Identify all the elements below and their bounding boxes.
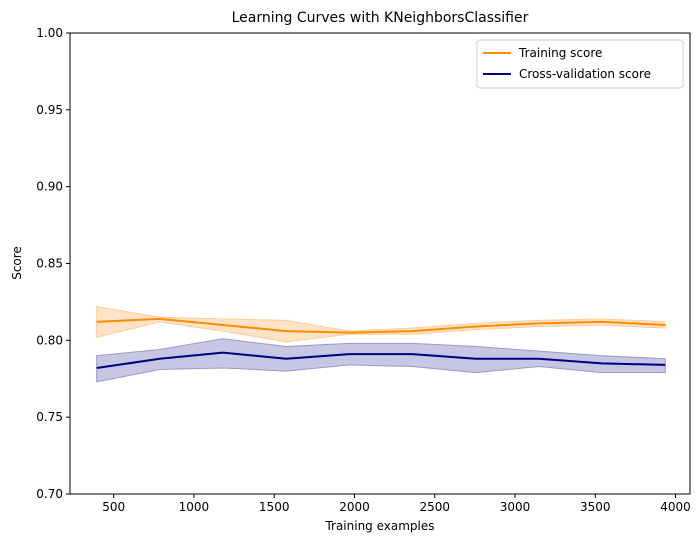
legend-label-0: Training score [518,46,602,60]
x-axis-ticks: 500 1000 1500 2000 2500 3000 3500 4000 [102,494,691,514]
series-lines [96,317,666,369]
y-tick-label: 0.80 [36,333,63,347]
x-tick-label: 2000 [339,500,370,514]
y-tick-label: 0.85 [36,257,63,271]
confidence-bands [96,305,666,383]
confidence-band-0 [96,305,666,343]
y-tick-label: 0.75 [36,410,63,424]
confidence-band-1 [96,338,666,383]
y-tick-label: 0.90 [36,180,63,194]
y-tick-label: 0.70 [36,487,63,501]
x-tick-label: 2500 [419,500,450,514]
x-tick-label: 4000 [660,500,691,514]
plot-area-frame [69,32,691,495]
legend-label-1: Cross-validation score [519,67,651,81]
x-tick-label: 500 [102,500,125,514]
y-tick-label: 1.00 [36,26,63,40]
legend-box [476,39,684,89]
y-tick-label: 0.95 [36,103,63,117]
x-tick-label: 1500 [259,500,290,514]
x-tick-label: 1000 [179,500,210,514]
legend: Training score Cross-validation score [476,39,684,89]
y-axis-label: Score [10,246,24,280]
y-axis-ticks: 0.70 0.75 0.80 0.85 0.90 0.95 1.00 [36,26,70,501]
chart-title: Learning Curves with KNeighborsClassifie… [232,10,529,26]
x-tick-label: 3000 [500,500,531,514]
x-axis-label: Training examples [324,519,434,533]
series-line-1 [96,351,666,369]
x-tick-label: 3500 [580,500,611,514]
series-line-0 [96,317,666,334]
